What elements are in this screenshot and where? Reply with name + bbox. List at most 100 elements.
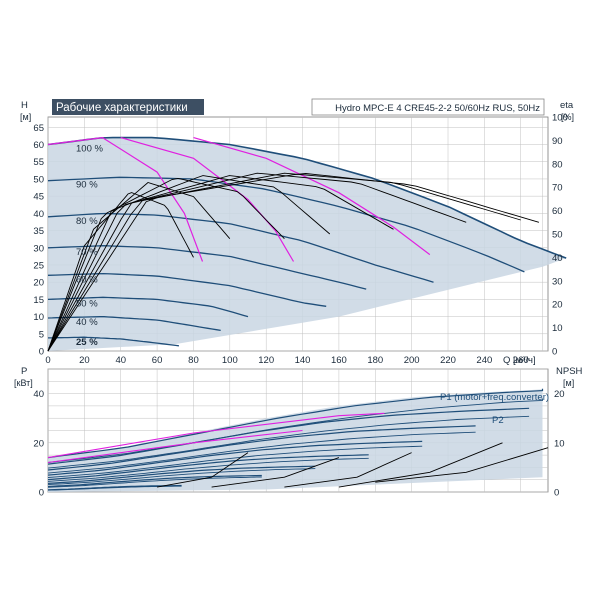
x-tick-label: 0 [45,355,50,366]
npsh-curve [157,452,249,488]
eta-tick-label: 80 [552,159,563,170]
eta-curve [47,181,231,352]
top-chart-marks [47,136,567,352]
speed-label: 70 % [76,247,98,258]
eta-curve [47,175,331,352]
p1-curve [47,425,476,471]
h-tick-label: 30 [33,243,44,254]
p2-curve [47,445,423,478]
operating-envelope [48,137,567,351]
h-curve-40pct [47,316,221,332]
y-axis-unit-h: [м] [20,112,31,122]
eta-curve [47,173,540,352]
h-curve-50pct [47,296,249,318]
y2-axis-unit-npsh: [м] [563,378,574,388]
npsh-curve [375,447,549,483]
h-tick-label: 40 [33,209,44,220]
eta-curve [47,192,194,352]
speed-label: 60 % [76,274,98,285]
h-tick-label: 5 [39,329,44,340]
npsh-curve [338,442,503,488]
label-p1: P1 (motor+freq.converter) [440,392,549,403]
h-curve-25pct [48,336,179,347]
x-tick-label: 100 [222,355,238,366]
eta-tick-label: 20 [552,300,563,311]
y2-axis-title-npsh: NPSH [556,366,583,377]
h-tick-label: 15 [33,295,44,306]
p1-curve [47,454,369,481]
p-tick-label: 40 [33,389,44,400]
x-tick-label: 240 [476,355,492,366]
power-envelope [48,388,543,492]
npsh-curve [284,452,412,488]
label-p2: P2 [492,415,504,426]
x-tick-label: 120 [258,355,274,366]
x-tick-label: 40 [115,355,126,366]
p1-curve [47,474,262,488]
h-tick-label: 45 [33,192,44,203]
eta-tick-label: 0 [552,347,557,358]
npsh-tick-label: 20 [554,389,565,400]
x-tick-label: 220 [440,355,456,366]
x-tick-label: 180 [367,355,383,366]
x-tick-label: 140 [295,355,311,366]
npsh-curve [211,457,340,488]
h-tick-label: 55 [33,157,44,168]
eta-tick-label: 100 [552,113,568,124]
y-axis-unit-p: [кВт] [14,378,33,388]
h-curve-90pct [47,176,525,273]
eta-tick-label: 50 [552,230,563,241]
eta-curve [47,175,394,352]
speed-label: 50 % [76,298,98,309]
chart-labels: 0 20 40 60 80 100 120 140 160 180 200 220 240 2600510… [33,113,567,499]
h-tick-label: 65 [33,123,44,134]
model-box-bg [311,98,545,116]
eta-curve [47,177,285,352]
speed-label: 80 % [76,216,98,227]
p-magenta-curve [47,412,385,459]
magenta-limit-curve [47,136,204,262]
npsh-tick-label: 0 [554,488,559,499]
h-tick-label: 20 [33,278,44,289]
speed-label: 90 % [76,180,98,191]
p-tick-label: 0 [39,488,44,499]
speed-label: 100 % [76,144,103,155]
eta-tick-label: 10 [552,323,563,334]
p1-curve [47,440,423,476]
speed-label: 40 % [76,317,98,328]
eta-tick-label: 30 [552,276,563,287]
magenta-limit-curve [120,137,295,262]
p1-curve [47,388,544,459]
y2-axis-unit-eta: [%] [561,112,574,122]
x-axis-title-q: Q [м³/ч] [503,355,536,366]
h-curve-100pct [47,136,567,259]
eta-curve [47,172,467,352]
p2-curve [47,468,316,486]
p2-curve [47,457,369,482]
x-tick-label: 260 [513,355,529,366]
y2-axis-title-eta: eta [560,100,574,111]
y-axis-title-p: P [21,366,27,377]
h-tick-label: 0 [39,347,44,358]
p-tick-label: 20 [33,438,44,449]
x-tick-label: 160 [331,355,347,366]
eta-tick-label: 60 [552,206,563,217]
p1-curve [47,407,530,465]
title-box-bg [52,99,204,115]
eta-tick-label: 90 [552,136,563,147]
h-tick-label: 60 [33,140,44,151]
h-tick-label: 35 [33,226,44,237]
h-tick-label: 25 [33,260,44,271]
x-tick-label: 60 [152,355,163,366]
eta-curve [47,172,521,352]
bottom-chart-marks [47,388,549,492]
h-tick-label: 50 [33,174,44,185]
npsh-tick-label: 10 [554,438,565,449]
x-tick-label: 200 [404,355,420,366]
p1-curve [47,465,316,484]
chart-title: Рабочие характеристики [56,102,188,114]
model-title: Hydro MPC-E 4 CRE45-2-2 50/60Hz RUS, 50H… [335,103,540,114]
x-tick-label: 80 [188,355,199,366]
p2-curve [47,398,543,463]
